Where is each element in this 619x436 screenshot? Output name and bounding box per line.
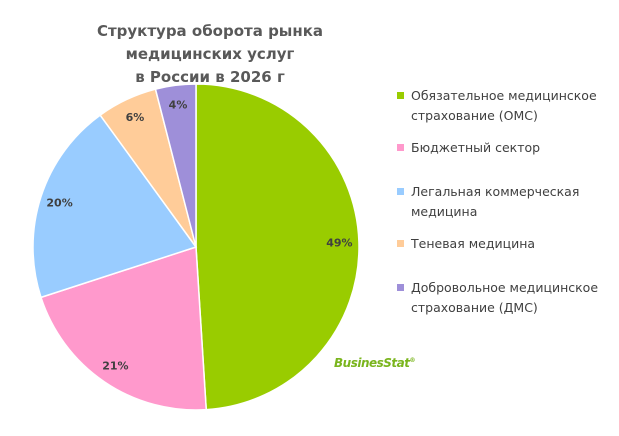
- pie-slice-1: [40, 245, 208, 411]
- legend-swatch: [397, 92, 404, 99]
- chart-title: Структура оборота рынка медицинских услу…: [60, 20, 360, 89]
- data-label-3: 6%: [126, 111, 145, 124]
- pie-slice-0: [195, 83, 360, 411]
- legend-item: Бюджетный сектор: [397, 138, 612, 158]
- legend-label: Бюджетный сектор: [411, 140, 541, 155]
- data-label-4: 4%: [169, 99, 188, 112]
- legend-label: Добровольное медицинское страхование (ДМ…: [411, 280, 599, 315]
- pie-slice-4: [154, 83, 197, 248]
- title-line-2: в России в 2026 г: [135, 68, 285, 86]
- legend-item: Добровольное медицинское страхование (ДМ…: [397, 278, 612, 318]
- legend-label: Легальная коммерческая медицина: [411, 184, 580, 219]
- legend-label: Теневая медицина: [411, 236, 536, 251]
- businesstat-logo: BusinesStat®: [334, 356, 415, 370]
- data-label-1: 21%: [102, 360, 128, 373]
- pie-slice-2: [32, 114, 198, 299]
- legend-swatch: [397, 188, 404, 195]
- legend-item: Теневая медицина: [397, 234, 612, 254]
- legend-swatch: [397, 284, 404, 291]
- legend: Обязательное медицинское страхование (ОМ…: [397, 86, 612, 318]
- title-line-1: Структура оборота рынка медицинских услу…: [96, 22, 324, 63]
- legend-swatch: [397, 144, 404, 151]
- data-label-2: 20%: [46, 197, 72, 210]
- data-label-0: 49%: [326, 236, 352, 249]
- legend-swatch: [397, 240, 404, 247]
- legend-item: Обязательное медицинское страхование (ОМ…: [397, 86, 612, 126]
- legend-item: Легальная коммерческая медицина: [397, 182, 612, 222]
- legend-label: Обязательное медицинское страхование (ОМ…: [411, 88, 597, 123]
